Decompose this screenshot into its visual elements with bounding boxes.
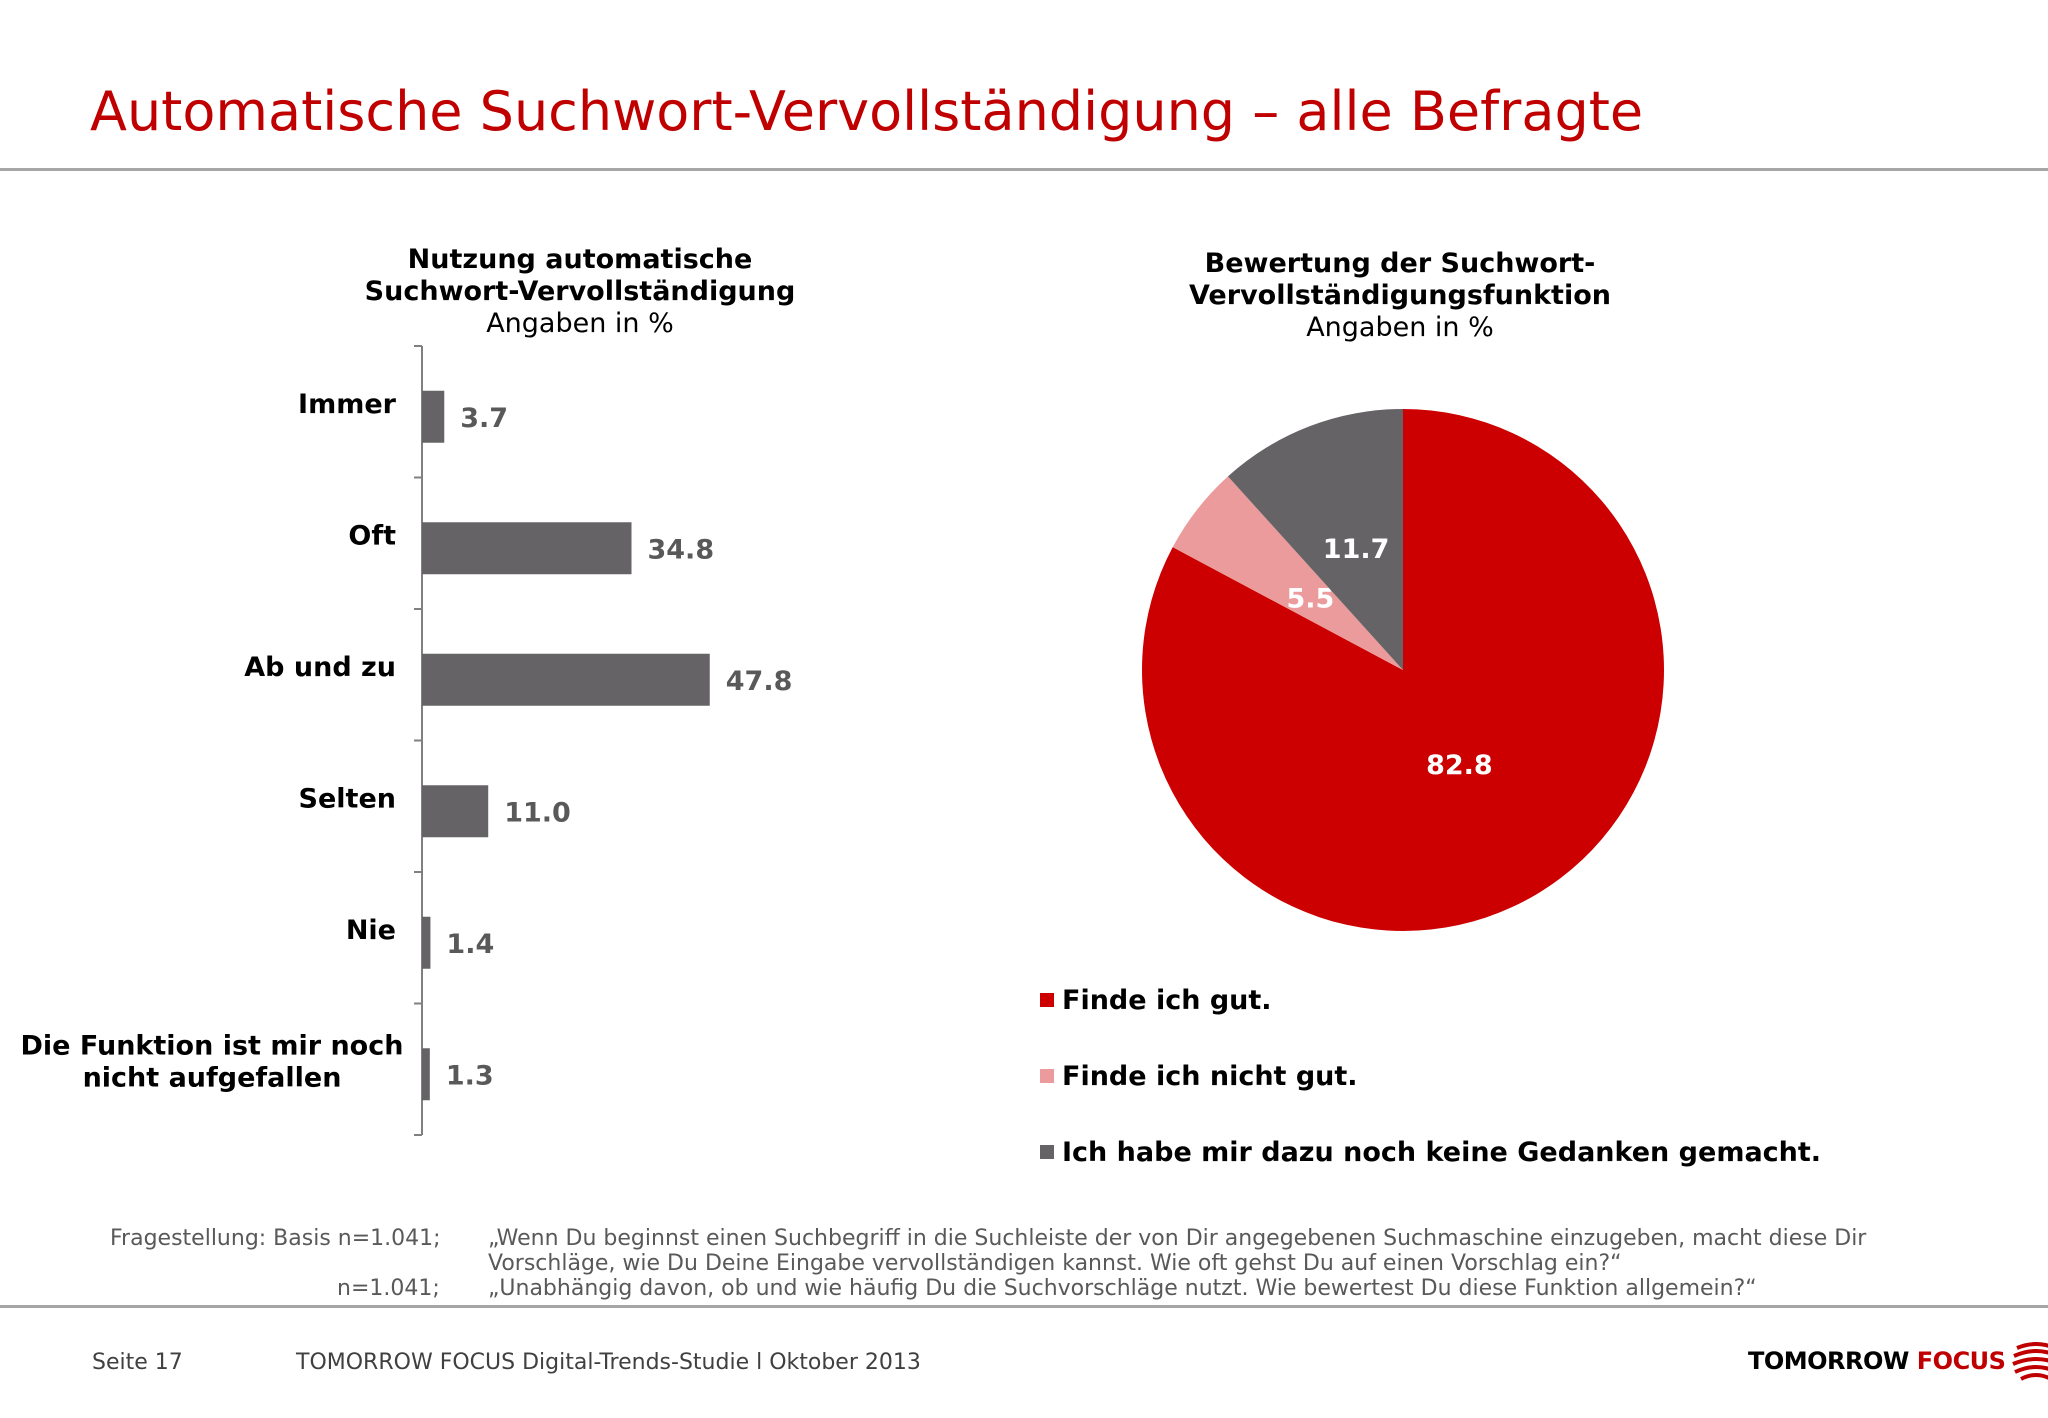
legend-item-not-good: Finde ich nicht gut. <box>1040 1056 1821 1096</box>
legend-label-not-good: Finde ich nicht gut. <box>1062 1060 1358 1092</box>
study-name: TOMORROW FOCUS Digital-Trends-Studie l O… <box>296 1350 921 1375</box>
bar-0 <box>422 390 445 443</box>
bar-category-label-2-0: Ab und zu <box>244 652 396 683</box>
bar-category-label-4-0: Nie <box>346 915 396 946</box>
striped-sphere-logo-icon <box>2012 1342 2048 1381</box>
pie-chart-title-line-2: Vervollständigungsfunktion <box>1189 280 1611 311</box>
title-divider <box>0 168 2048 171</box>
logo-wordmark: TOMORROW FOCUS <box>1748 1347 2006 1375</box>
bar-chart-title: Nutzung automatische Suchwort-Vervollstä… <box>330 244 830 340</box>
legend-item-good: Finde ich gut. <box>1040 980 1821 1020</box>
pie-slice-label-0: 82.8 <box>1426 750 1493 781</box>
logo-word-2: FOCUS <box>1916 1347 2006 1375</box>
bar-value-label-2: 47.8 <box>726 666 793 697</box>
bar-value-label-5: 1.3 <box>446 1060 494 1091</box>
pie-chart: 82.8 5.5 11.7 <box>1142 409 1664 931</box>
legend-label-good: Finde ich gut. <box>1062 984 1272 1016</box>
logo-word-1: TOMORROW <box>1748 1347 1909 1375</box>
pie-legend: Finde ich gut. Finde ich nicht gut. Ich … <box>1040 980 1821 1208</box>
bar-category-label-5-0: Die Funktion ist mir noch <box>21 1030 404 1061</box>
bar-value-label-1: 34.8 <box>647 534 714 565</box>
legend-swatch-not-good <box>1040 1069 1054 1083</box>
bar-value-label-3: 11.0 <box>504 797 571 828</box>
bar-chart-title-line-1: Nutzung automatische <box>407 244 753 275</box>
note-text-1b: Vorschläge, wie Du Deine Eingabe vervoll… <box>488 1251 1622 1276</box>
pie-slice-label-2: 11.7 <box>1323 534 1390 565</box>
bar-value-label-0: 3.7 <box>460 403 508 434</box>
bar-5 <box>422 1048 430 1101</box>
page-title: Automatische Suchwort-Vervollständigung … <box>90 80 1644 143</box>
bar-3 <box>422 785 489 838</box>
pie-slice-label-1: 5.5 <box>1287 584 1335 615</box>
bar-category-label-1-0: Oft <box>348 520 396 551</box>
note-text-2: „Unabhängig davon, ob und wie häufig Du … <box>488 1276 1757 1301</box>
pie-chart-subtitle: Angaben in % <box>1306 312 1494 343</box>
bar-4 <box>422 916 431 969</box>
company-logo: TOMORROW FOCUS <box>1748 1340 2048 1382</box>
bar-category-label-0-0: Immer <box>298 389 397 420</box>
bar-chart-subtitle: Angaben in % <box>486 308 674 339</box>
note-label-1: Fragestellung: Basis n=1.041; <box>110 1226 441 1251</box>
bar-category-label-3-0: Selten <box>299 783 396 814</box>
bar-value-label-4: 1.4 <box>446 929 494 960</box>
pie-chart-title: Bewertung der Suchwort- Vervollständigun… <box>1150 248 1650 344</box>
pie-slice-2 <box>1227 409 1403 670</box>
bar-chart: 3.7 Immer 34.8 Oft 47.8 Ab und zu 11.0 Selten 1.… <box>21 345 793 1136</box>
bar-category-label-5-1: nicht aufgefallen <box>83 1062 342 1093</box>
legend-swatch-good <box>1040 993 1054 1007</box>
footer-divider <box>0 1305 2048 1308</box>
legend-swatch-no-opinion <box>1040 1145 1054 1159</box>
pie-slice-1 <box>1172 476 1403 670</box>
bar-2 <box>422 653 710 706</box>
legend-label-no-opinion: Ich habe mir dazu noch keine Gedanken ge… <box>1062 1136 1822 1168</box>
bar-1 <box>422 522 632 575</box>
legend-item-no-opinion: Ich habe mir dazu noch keine Gedanken ge… <box>1040 1132 1821 1172</box>
bar-chart-title-line-2: Suchwort-Vervollständigung <box>364 276 796 307</box>
note-text-1a: „Wenn Du beginnst einen Suchbegriff in d… <box>488 1226 1867 1251</box>
note-label-2: n=1.041; <box>337 1276 440 1301</box>
pie-chart-title-line-1: Bewertung der Suchwort- <box>1204 248 1596 279</box>
page-number: Seite 17 <box>92 1350 183 1375</box>
